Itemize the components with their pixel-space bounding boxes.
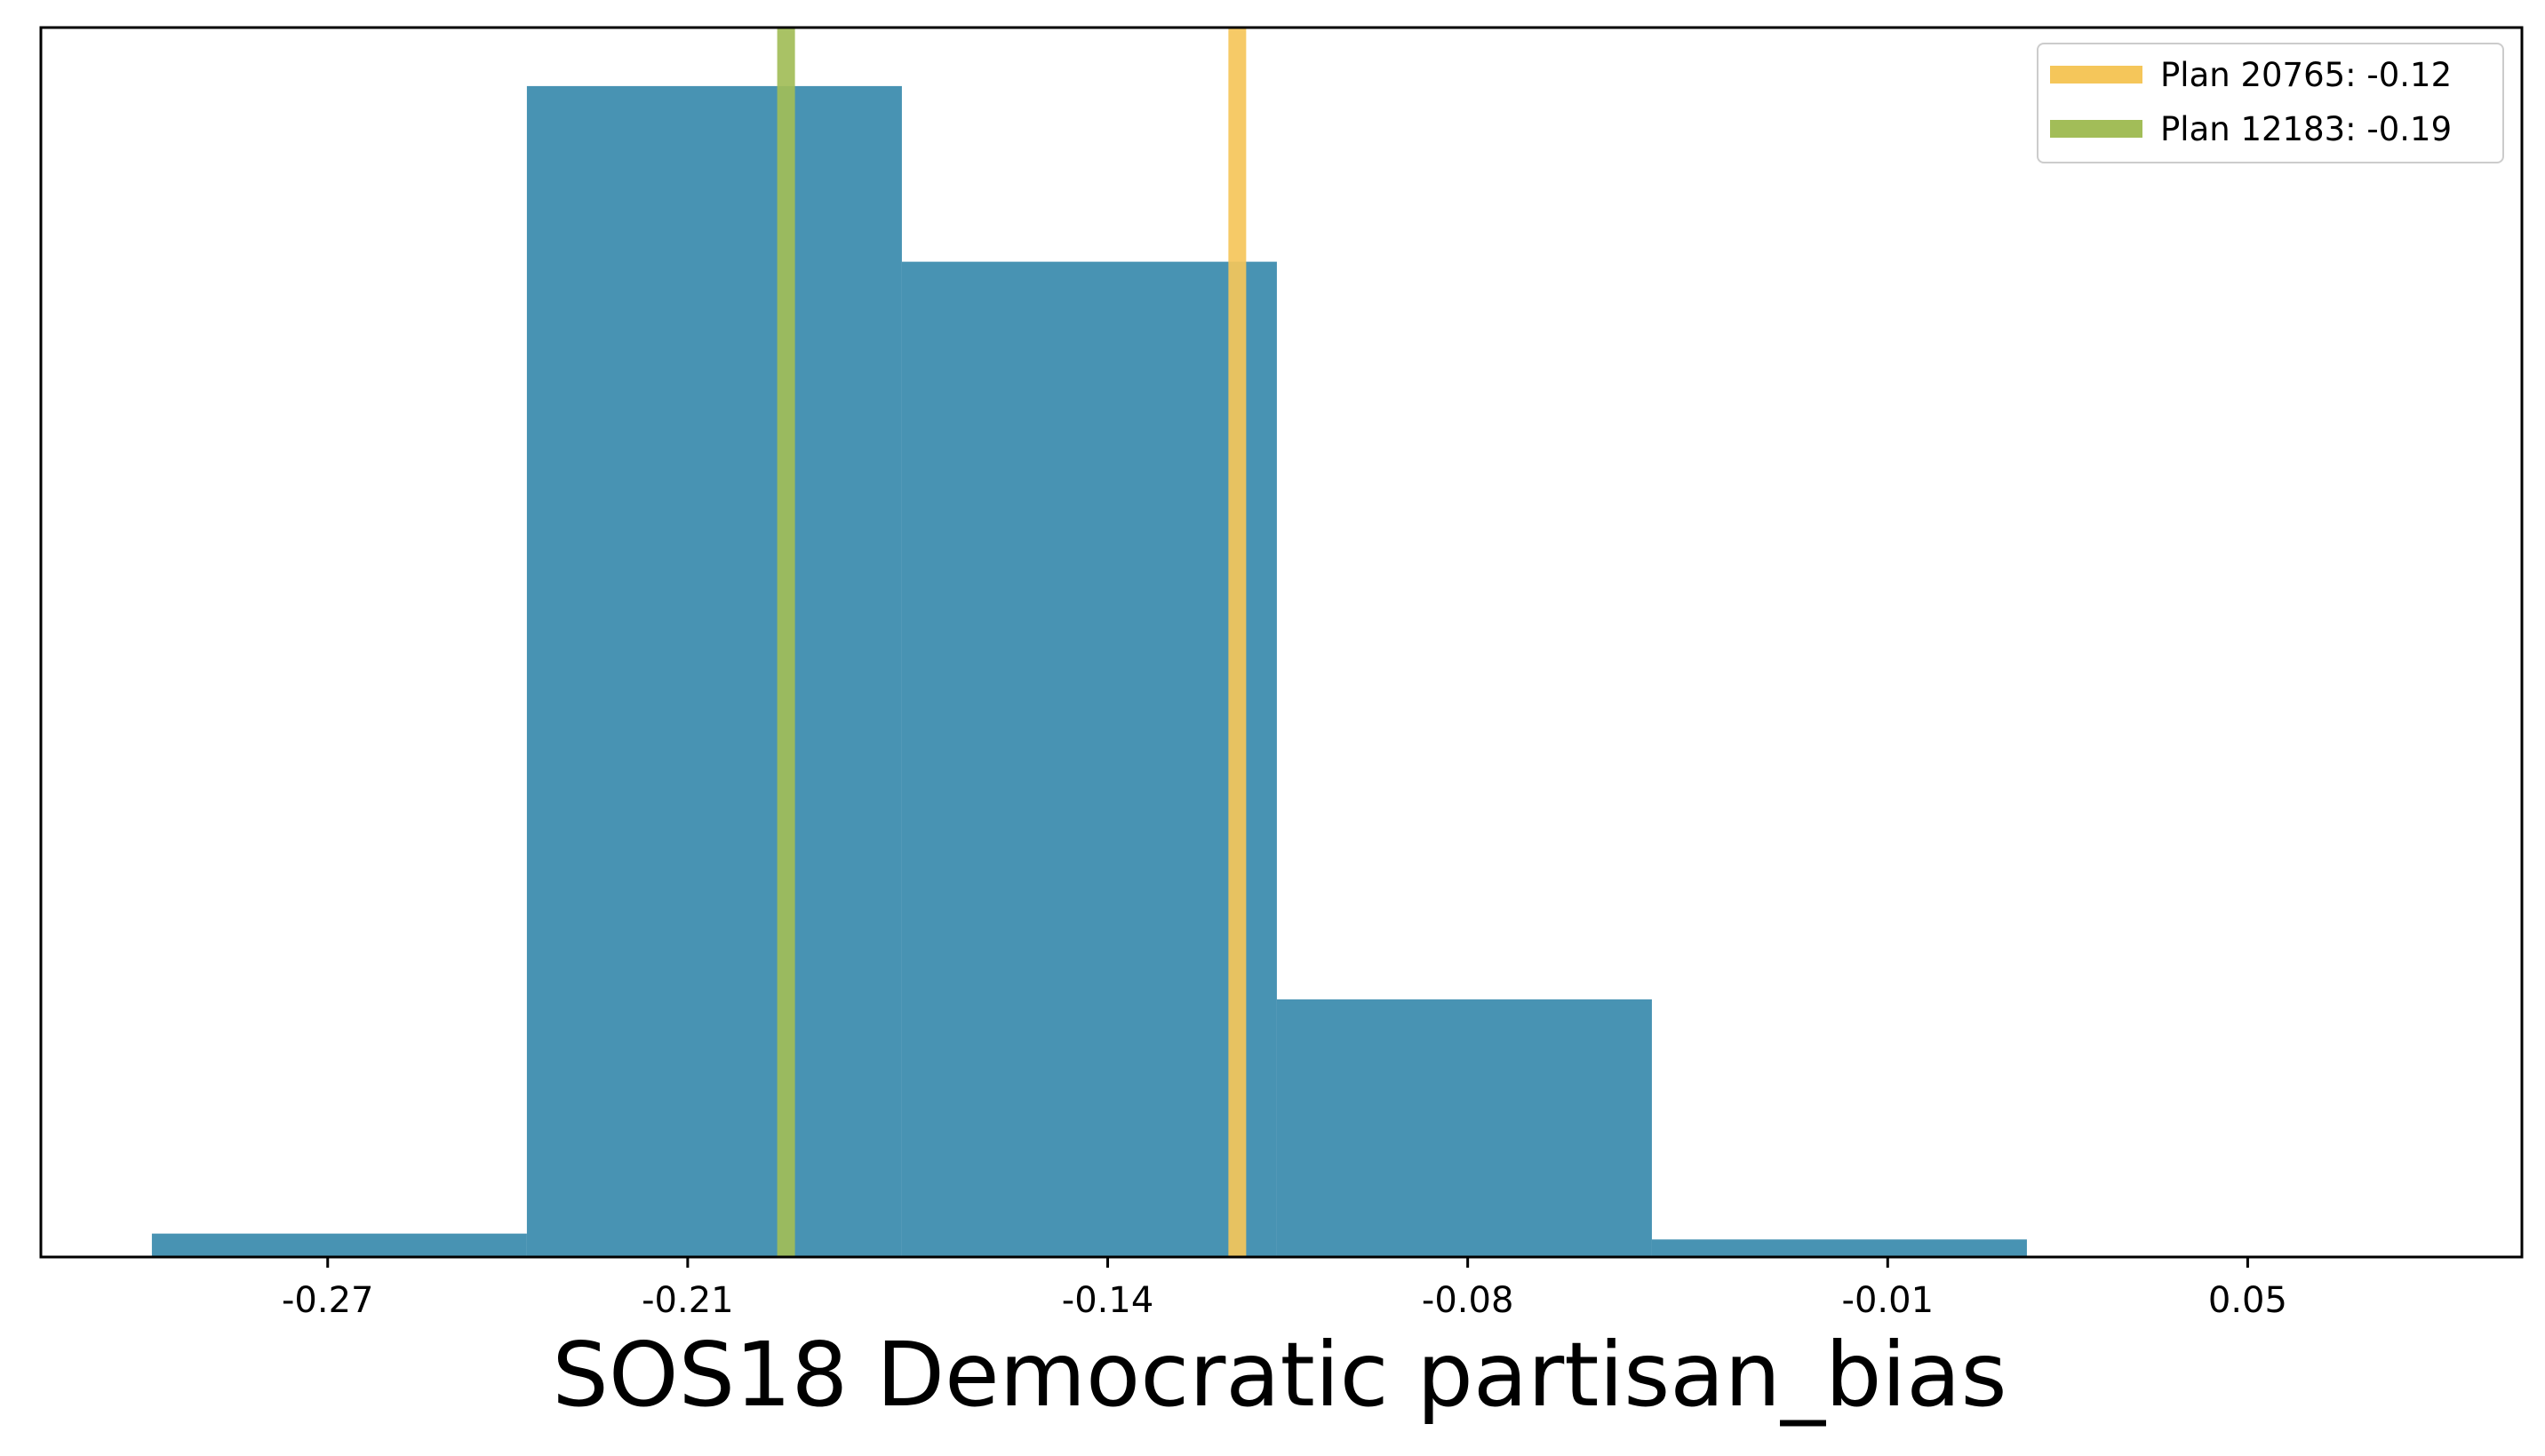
x-tick-label: 0.05 [2208,1280,2287,1321]
legend-label-1: Plan 20765: -0.12 [2160,56,2452,94]
x-tick-label: -0.01 [1842,1280,1935,1321]
reference-lines-layer [777,28,1247,1257]
x-axis-title: SOS18 Democratic partisan_bias [552,1323,2006,1427]
x-axis-ticks: -0.27 -0.21 -0.14 -0.08 -0.01 0.05 [282,1257,2287,1321]
histogram-bar-3 [901,261,1277,1258]
legend-label-2: Plan 12183: -0.19 [2160,110,2452,148]
x-tick-label: -0.08 [1422,1280,1514,1321]
x-tick-label: -0.21 [642,1280,734,1321]
plot-frame [39,26,2524,1259]
bars-layer [151,85,2027,1258]
legend: Plan 20765: -0.12 Plan 12183: -0.19 [2037,43,2504,163]
histogram-bar-2 [526,85,902,1257]
histogram-bar-1 [151,1233,527,1257]
histogram-bar-5 [1651,1239,2027,1257]
x-tick-label: -0.14 [1062,1280,1154,1321]
x-tick-label: -0.27 [282,1280,374,1321]
histogram-bar-4 [1276,999,1652,1257]
legend-box [2037,43,2504,163]
